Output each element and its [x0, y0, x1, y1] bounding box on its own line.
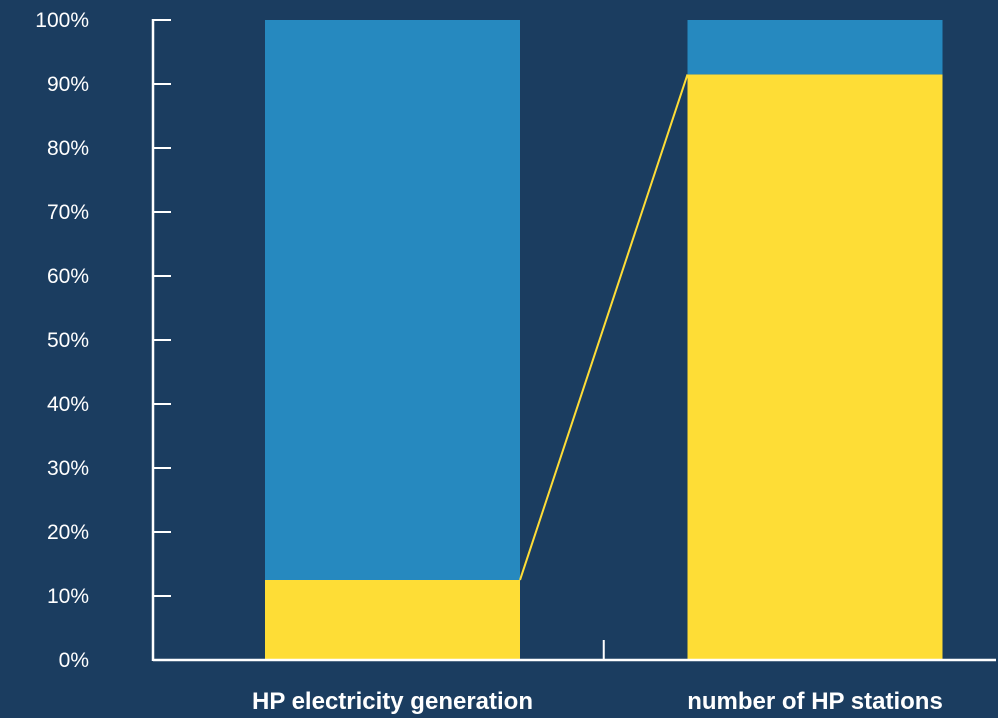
x-category-label: number of HP stations — [687, 688, 943, 715]
plot-area — [265, 20, 943, 660]
connector-line — [519, 74, 689, 581]
y-tick-label: 10% — [47, 585, 89, 608]
y-tick-label: 60% — [47, 265, 89, 288]
bar-segment-1-1 — [265, 580, 520, 660]
x-category-label: HP electricity generation — [252, 688, 533, 715]
y-tick-label: 0% — [59, 649, 89, 672]
y-tick-label: 50% — [47, 329, 89, 352]
y-tick-label: 90% — [47, 73, 89, 96]
bar-segment-2-2 — [687, 20, 943, 75]
y-tick-label: 40% — [47, 393, 89, 416]
bar-segment-1-2 — [265, 20, 520, 580]
y-tick-label: 80% — [47, 137, 89, 160]
y-tick-label: 20% — [47, 521, 89, 544]
y-tick-label: 100% — [35, 9, 89, 32]
y-tick-label: 30% — [47, 457, 89, 480]
axis-labels: 0% 10% 20% 30% 40% 50% 60% 70% 80% 90% 100% HP elec… — [35, 9, 943, 715]
axes — [151, 19, 996, 662]
bar-segment-2-1 — [687, 74, 943, 660]
y-tick-label: 70% — [47, 201, 89, 224]
